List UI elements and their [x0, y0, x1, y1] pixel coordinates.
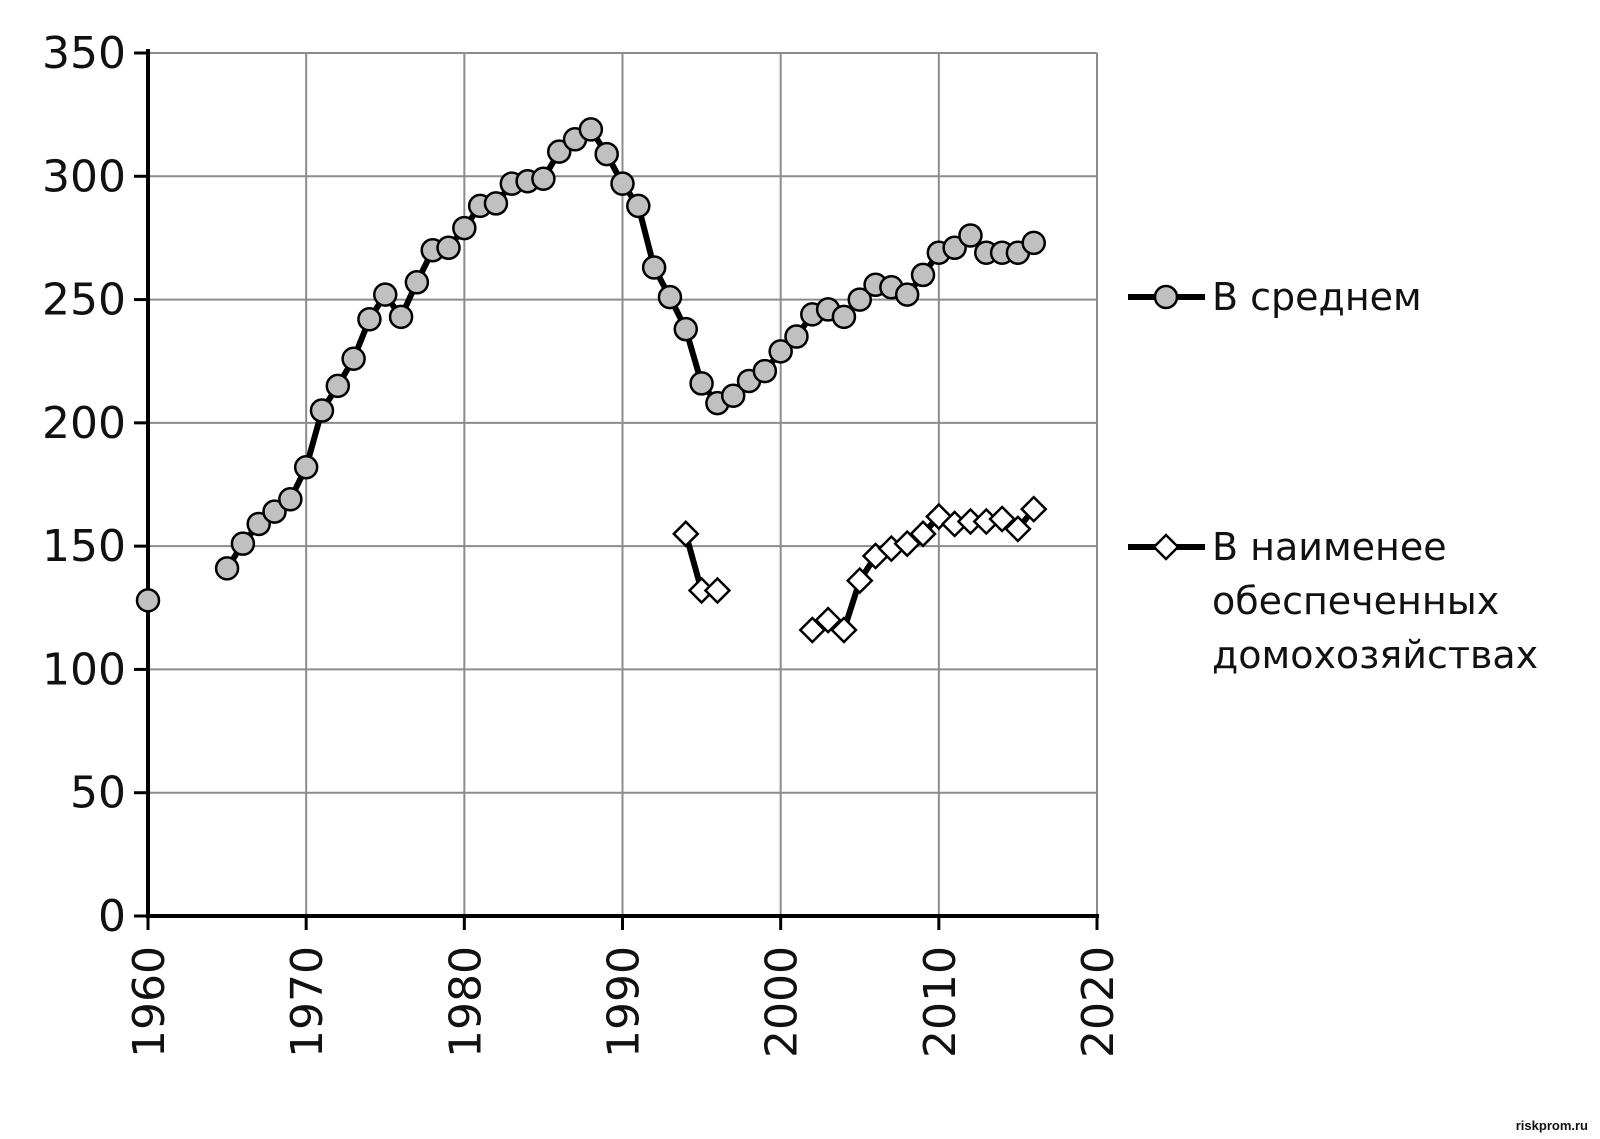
- data-point: [958, 223, 983, 248]
- data-point: [357, 307, 382, 332]
- y-tick-label: 200: [42, 398, 126, 449]
- data-point: [214, 556, 240, 581]
- y-tick-label: 300: [42, 151, 126, 202]
- y-tick-label: 100: [42, 644, 126, 695]
- legend-marker: [1152, 533, 1180, 561]
- data-point: [278, 487, 303, 512]
- data-point: [531, 166, 556, 192]
- data-point: [610, 171, 635, 196]
- x-axis-tick-labels: 1960 1970 1980 1990 2000 2010 2020: [124, 946, 1124, 1058]
- data-point: [135, 588, 161, 613]
- data-point: [246, 511, 271, 537]
- data-point: [546, 139, 572, 164]
- x-tick-label: 1980: [440, 946, 491, 1058]
- axes: [134, 49, 1099, 930]
- data-point: [1021, 230, 1046, 256]
- data-point: [578, 117, 604, 142]
- y-tick-label: 0: [98, 891, 126, 942]
- data-point: [720, 383, 746, 408]
- x-tick-label: 2020: [1073, 946, 1124, 1058]
- x-tick-label: 2000: [757, 946, 808, 1058]
- y-tick-label: 250: [42, 275, 126, 326]
- data-point: [594, 141, 619, 167]
- data-point: [909, 520, 937, 548]
- x-tick-label: 1970: [282, 946, 333, 1058]
- legend: В среднем В наименее обеспеченных домохозяй…: [1128, 275, 1538, 677]
- y-tick-label: 50: [70, 768, 126, 819]
- data-point: [452, 215, 477, 241]
- data-point: [325, 373, 351, 399]
- x-tick-label: 2010: [915, 946, 966, 1058]
- legend-label: домохозяйствах: [1212, 633, 1538, 677]
- data-point: [641, 255, 667, 280]
- y-tick-label: 150: [42, 521, 126, 572]
- legend-label: обеспеченных: [1212, 579, 1499, 623]
- data-point: [845, 566, 874, 595]
- x-tick-label: 1960: [124, 946, 175, 1058]
- legend-label: В среднем: [1212, 275, 1422, 319]
- data-point: [483, 191, 509, 216]
- legend-item-1: В среднем: [1128, 275, 1422, 319]
- data-point: [689, 371, 714, 396]
- y-tick-label: 350: [42, 28, 126, 79]
- data-point: [657, 284, 683, 310]
- watermark-text: riskprom.ru: [1516, 1118, 1588, 1133]
- data-point: [341, 346, 366, 371]
- data-point: [230, 531, 256, 556]
- data-point: [1019, 495, 1048, 523]
- data-point: [752, 358, 778, 384]
- data-point: [910, 262, 936, 288]
- data-point: [373, 282, 398, 307]
- data-point: [293, 454, 319, 480]
- series-group: [135, 117, 1048, 644]
- data-point: [847, 287, 872, 312]
- data-point: [404, 270, 430, 295]
- data-point: [784, 324, 809, 349]
- data-point: [262, 499, 287, 524]
- data-point: [768, 339, 793, 364]
- data-point: [671, 520, 700, 548]
- y-axis-tick-labels: 0 50 100 150 200 250 300 350: [42, 28, 126, 942]
- data-point: [436, 235, 461, 261]
- series-2: [671, 495, 1048, 644]
- data-point: [894, 282, 920, 307]
- data-point: [309, 398, 335, 423]
- x-tick-label: 1990: [599, 946, 650, 1058]
- legend-label: В наименее: [1212, 525, 1447, 569]
- data-point: [831, 304, 857, 330]
- legend-marker: [1153, 284, 1179, 310]
- data-point: [1004, 515, 1032, 543]
- series-1: [135, 117, 1046, 613]
- data-point: [388, 304, 414, 330]
- data-point: [942, 235, 967, 261]
- data-point: [673, 316, 699, 342]
- legend-item-2: В наименее обеспеченных домохозяйствах: [1128, 525, 1538, 677]
- data-point: [830, 616, 858, 644]
- data-point: [626, 193, 651, 219]
- data-point: [703, 576, 732, 605]
